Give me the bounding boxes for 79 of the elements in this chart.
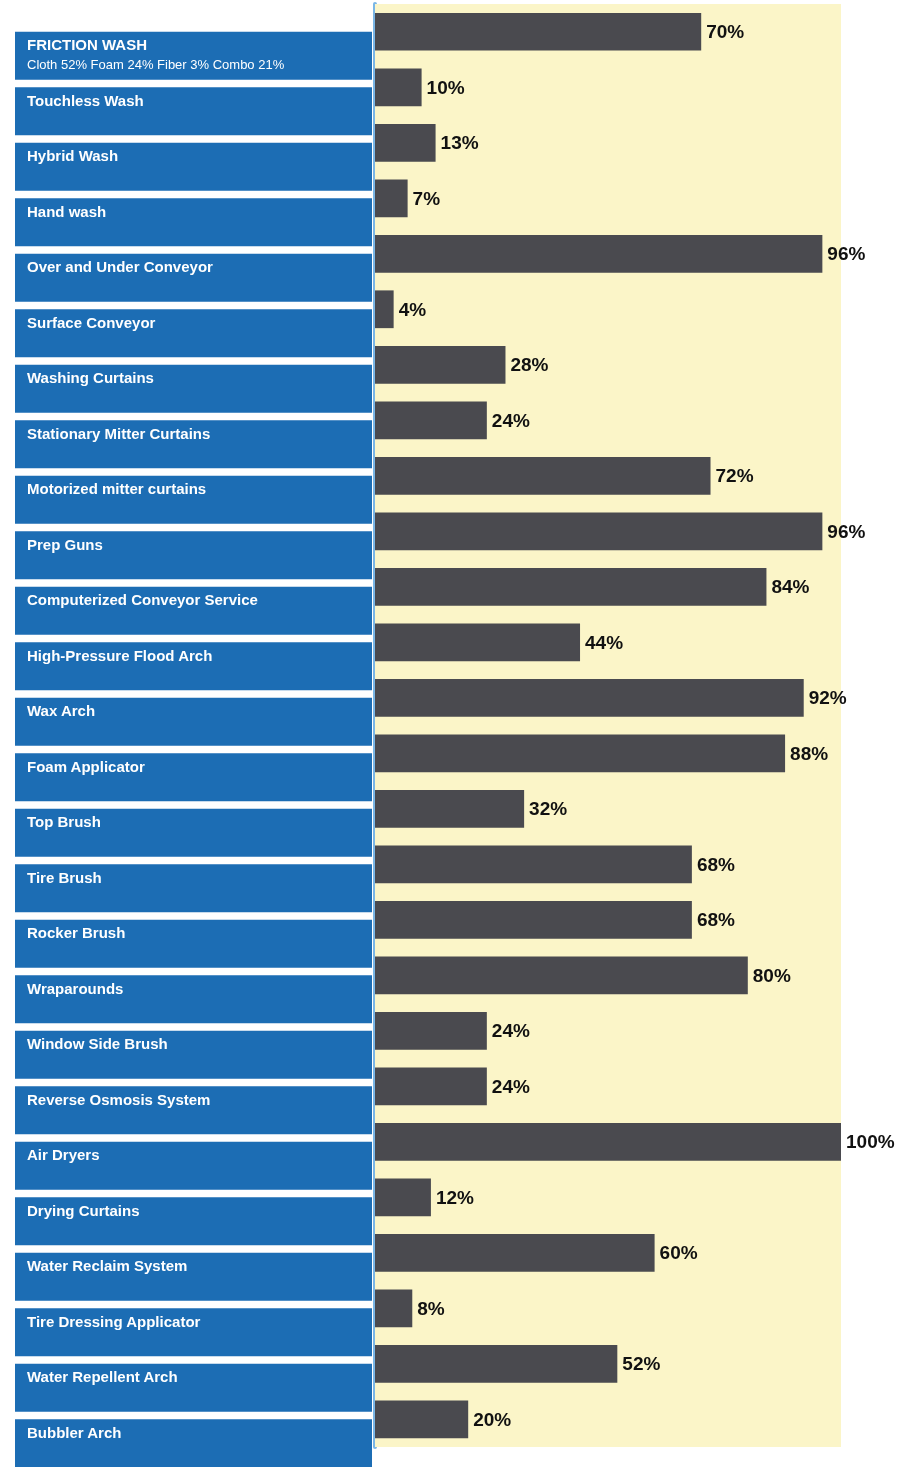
bar <box>375 1289 413 1328</box>
y-tick-label: Top Brush <box>27 813 101 831</box>
y-tick-label: Hand wash <box>27 202 107 220</box>
data-label: 24% <box>491 1075 530 1097</box>
y-tick-label: Tire Brush <box>27 868 102 886</box>
y-tick-label: Over and Under Conveyor <box>27 258 214 276</box>
data-label: 60% <box>659 1242 698 1264</box>
y-tick-label: Water Reclaim System <box>27 1257 188 1275</box>
data-label: 72% <box>715 465 754 487</box>
data-label: 96% <box>827 243 866 265</box>
bar <box>375 68 422 107</box>
data-label: 80% <box>752 964 791 986</box>
y-tick-label: Surface Conveyor <box>27 313 156 331</box>
y-tick-label: Washing Curtains <box>27 369 154 387</box>
y-tick-label: Window Side Brush <box>27 1035 168 1053</box>
bar <box>375 900 692 939</box>
data-label: 68% <box>696 853 736 875</box>
bar <box>375 1067 487 1106</box>
data-label: 13% <box>440 132 479 154</box>
y-tick-label: Tire Dressing Applicator <box>27 1312 201 1330</box>
y-tick-label: Prep Guns <box>27 535 103 553</box>
data-label: 44% <box>585 631 624 653</box>
bar <box>375 956 748 995</box>
bar <box>375 1178 431 1217</box>
data-label: 96% <box>827 520 866 542</box>
data-label: 84% <box>771 576 810 598</box>
y-tick-label: Hybrid Wash <box>27 147 119 165</box>
bar <box>375 512 823 551</box>
data-label: 32% <box>529 798 568 820</box>
bar <box>375 401 487 440</box>
y-tick-label: Computerized Conveyor Service <box>27 591 258 609</box>
bar <box>375 845 692 884</box>
data-label: 4% <box>398 298 427 320</box>
bar <box>375 345 506 384</box>
bar <box>375 179 408 218</box>
data-label: 92% <box>808 687 847 709</box>
y-tick-label: Drying Curtains <box>27 1201 140 1219</box>
bar <box>375 789 525 828</box>
data-label: 10% <box>426 76 465 98</box>
bar <box>375 234 823 273</box>
bar <box>375 623 581 662</box>
data-label: 100% <box>846 1131 895 1153</box>
data-label: 28% <box>510 354 549 376</box>
y-tick-label: Water Repellent Arch <box>27 1368 178 1386</box>
bar <box>375 1011 487 1050</box>
y-tick-label: Rocker Brush <box>27 924 126 942</box>
bar <box>375 734 786 773</box>
bar <box>375 678 804 717</box>
y-tick-label: Bubbler Arch <box>27 1423 122 1441</box>
bar <box>375 456 711 495</box>
bar <box>375 290 394 329</box>
y-tick-label: Reverse Osmosis System <box>27 1090 211 1108</box>
bar <box>375 123 436 162</box>
bar <box>375 1400 469 1439</box>
data-label: 88% <box>790 742 829 764</box>
y-tick-label: Touchless Wash <box>27 91 144 109</box>
data-label: 24% <box>491 409 530 431</box>
y-tick-label: Wraparounds <box>27 979 124 997</box>
data-label: 12% <box>435 1186 475 1208</box>
bar <box>375 1344 618 1383</box>
y-tick-label: Stationary Mitter Curtains <box>27 424 211 442</box>
y-tick-label: Air Dryers <box>27 1146 100 1164</box>
y-tick-label: High-Pressure Flood Arch <box>27 646 213 664</box>
bar <box>375 567 767 606</box>
data-label: 52% <box>622 1353 661 1375</box>
y-tick-label: FRICTION WASH <box>27 36 147 54</box>
bar <box>375 1233 655 1272</box>
data-label: 20% <box>473 1408 512 1430</box>
data-label: 70% <box>706 21 745 43</box>
data-label: 7% <box>412 187 441 209</box>
y-tick-label: Foam Applicator <box>27 757 145 775</box>
text: Cloth 52% Foam 24% Fiber 3% Combo 21% <box>27 56 285 72</box>
data-label: 68% <box>696 909 736 931</box>
bar <box>375 12 702 51</box>
y-tick-label: Motorized mitter curtains <box>27 480 207 498</box>
bar <box>375 1122 841 1161</box>
y-tick-label: Wax Arch <box>27 702 96 720</box>
data-label: 24% <box>491 1020 530 1042</box>
data-label: 8% <box>417 1297 445 1319</box>
